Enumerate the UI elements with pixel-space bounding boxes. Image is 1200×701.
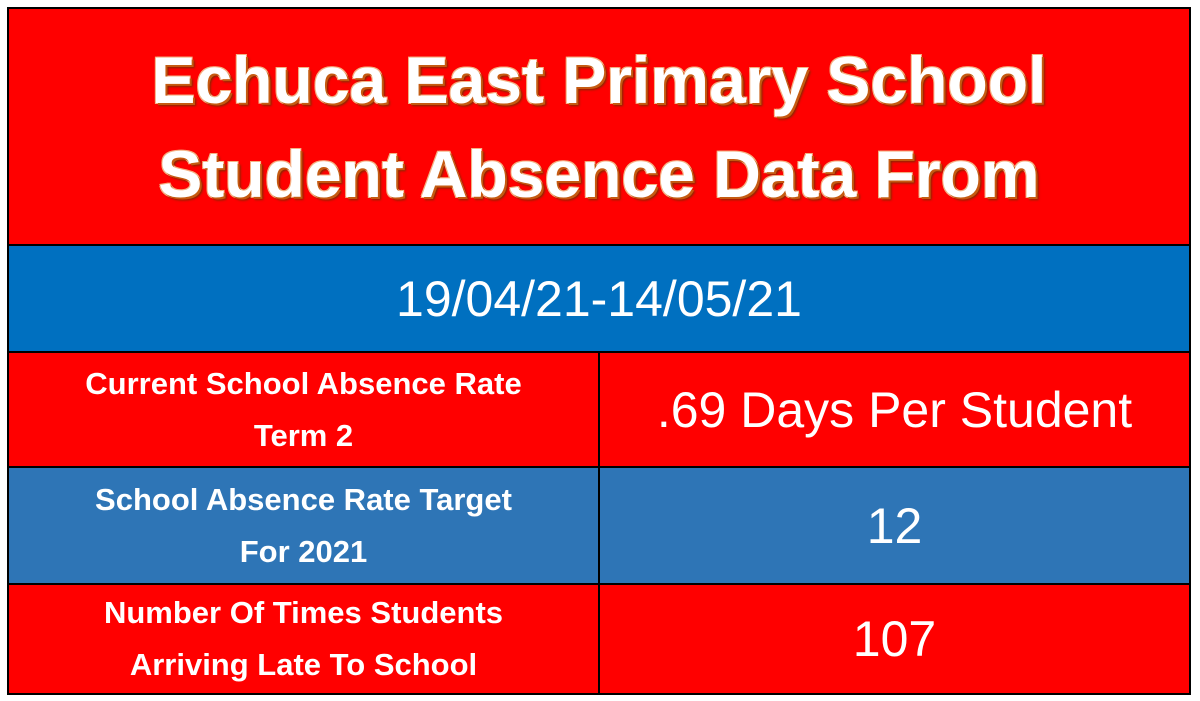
label-line: Current School Absence Rate xyxy=(85,365,522,401)
table-row: Current School Absence Rate Term 2 .69 D… xyxy=(9,353,1189,466)
table-row: Number Of Times Students Arriving Late T… xyxy=(9,583,1189,693)
label-line: Arriving Late To School xyxy=(129,647,478,682)
title-band: Echuca East Primary School Student Absen… xyxy=(9,9,1189,244)
row-label: Number Of Times Students Arriving Late T… xyxy=(9,585,600,693)
title-line: Student Absence Data From xyxy=(158,136,1040,211)
table-row: School Absence Rate Target For 2021 12 xyxy=(9,466,1189,583)
row-label: School Absence Rate Target For 2021 xyxy=(9,468,600,583)
label-line: School Absence Rate Target xyxy=(95,481,512,517)
row-value: 107 xyxy=(852,611,937,667)
label-line: Term 2 xyxy=(253,417,354,453)
row-value: .69 Days Per Student xyxy=(656,381,1133,438)
label-line: For 2021 xyxy=(239,533,368,569)
date-range: 19/04/21-14/05/21 xyxy=(9,244,1189,353)
row-label: Current School Absence Rate Term 2 xyxy=(9,353,600,466)
label-line: Number Of Times Students xyxy=(103,595,504,630)
title-line: Echuca East Primary School xyxy=(151,42,1047,117)
row-value: 12 xyxy=(866,497,923,554)
sheet: Echuca East Primary School Student Absen… xyxy=(7,7,1191,695)
